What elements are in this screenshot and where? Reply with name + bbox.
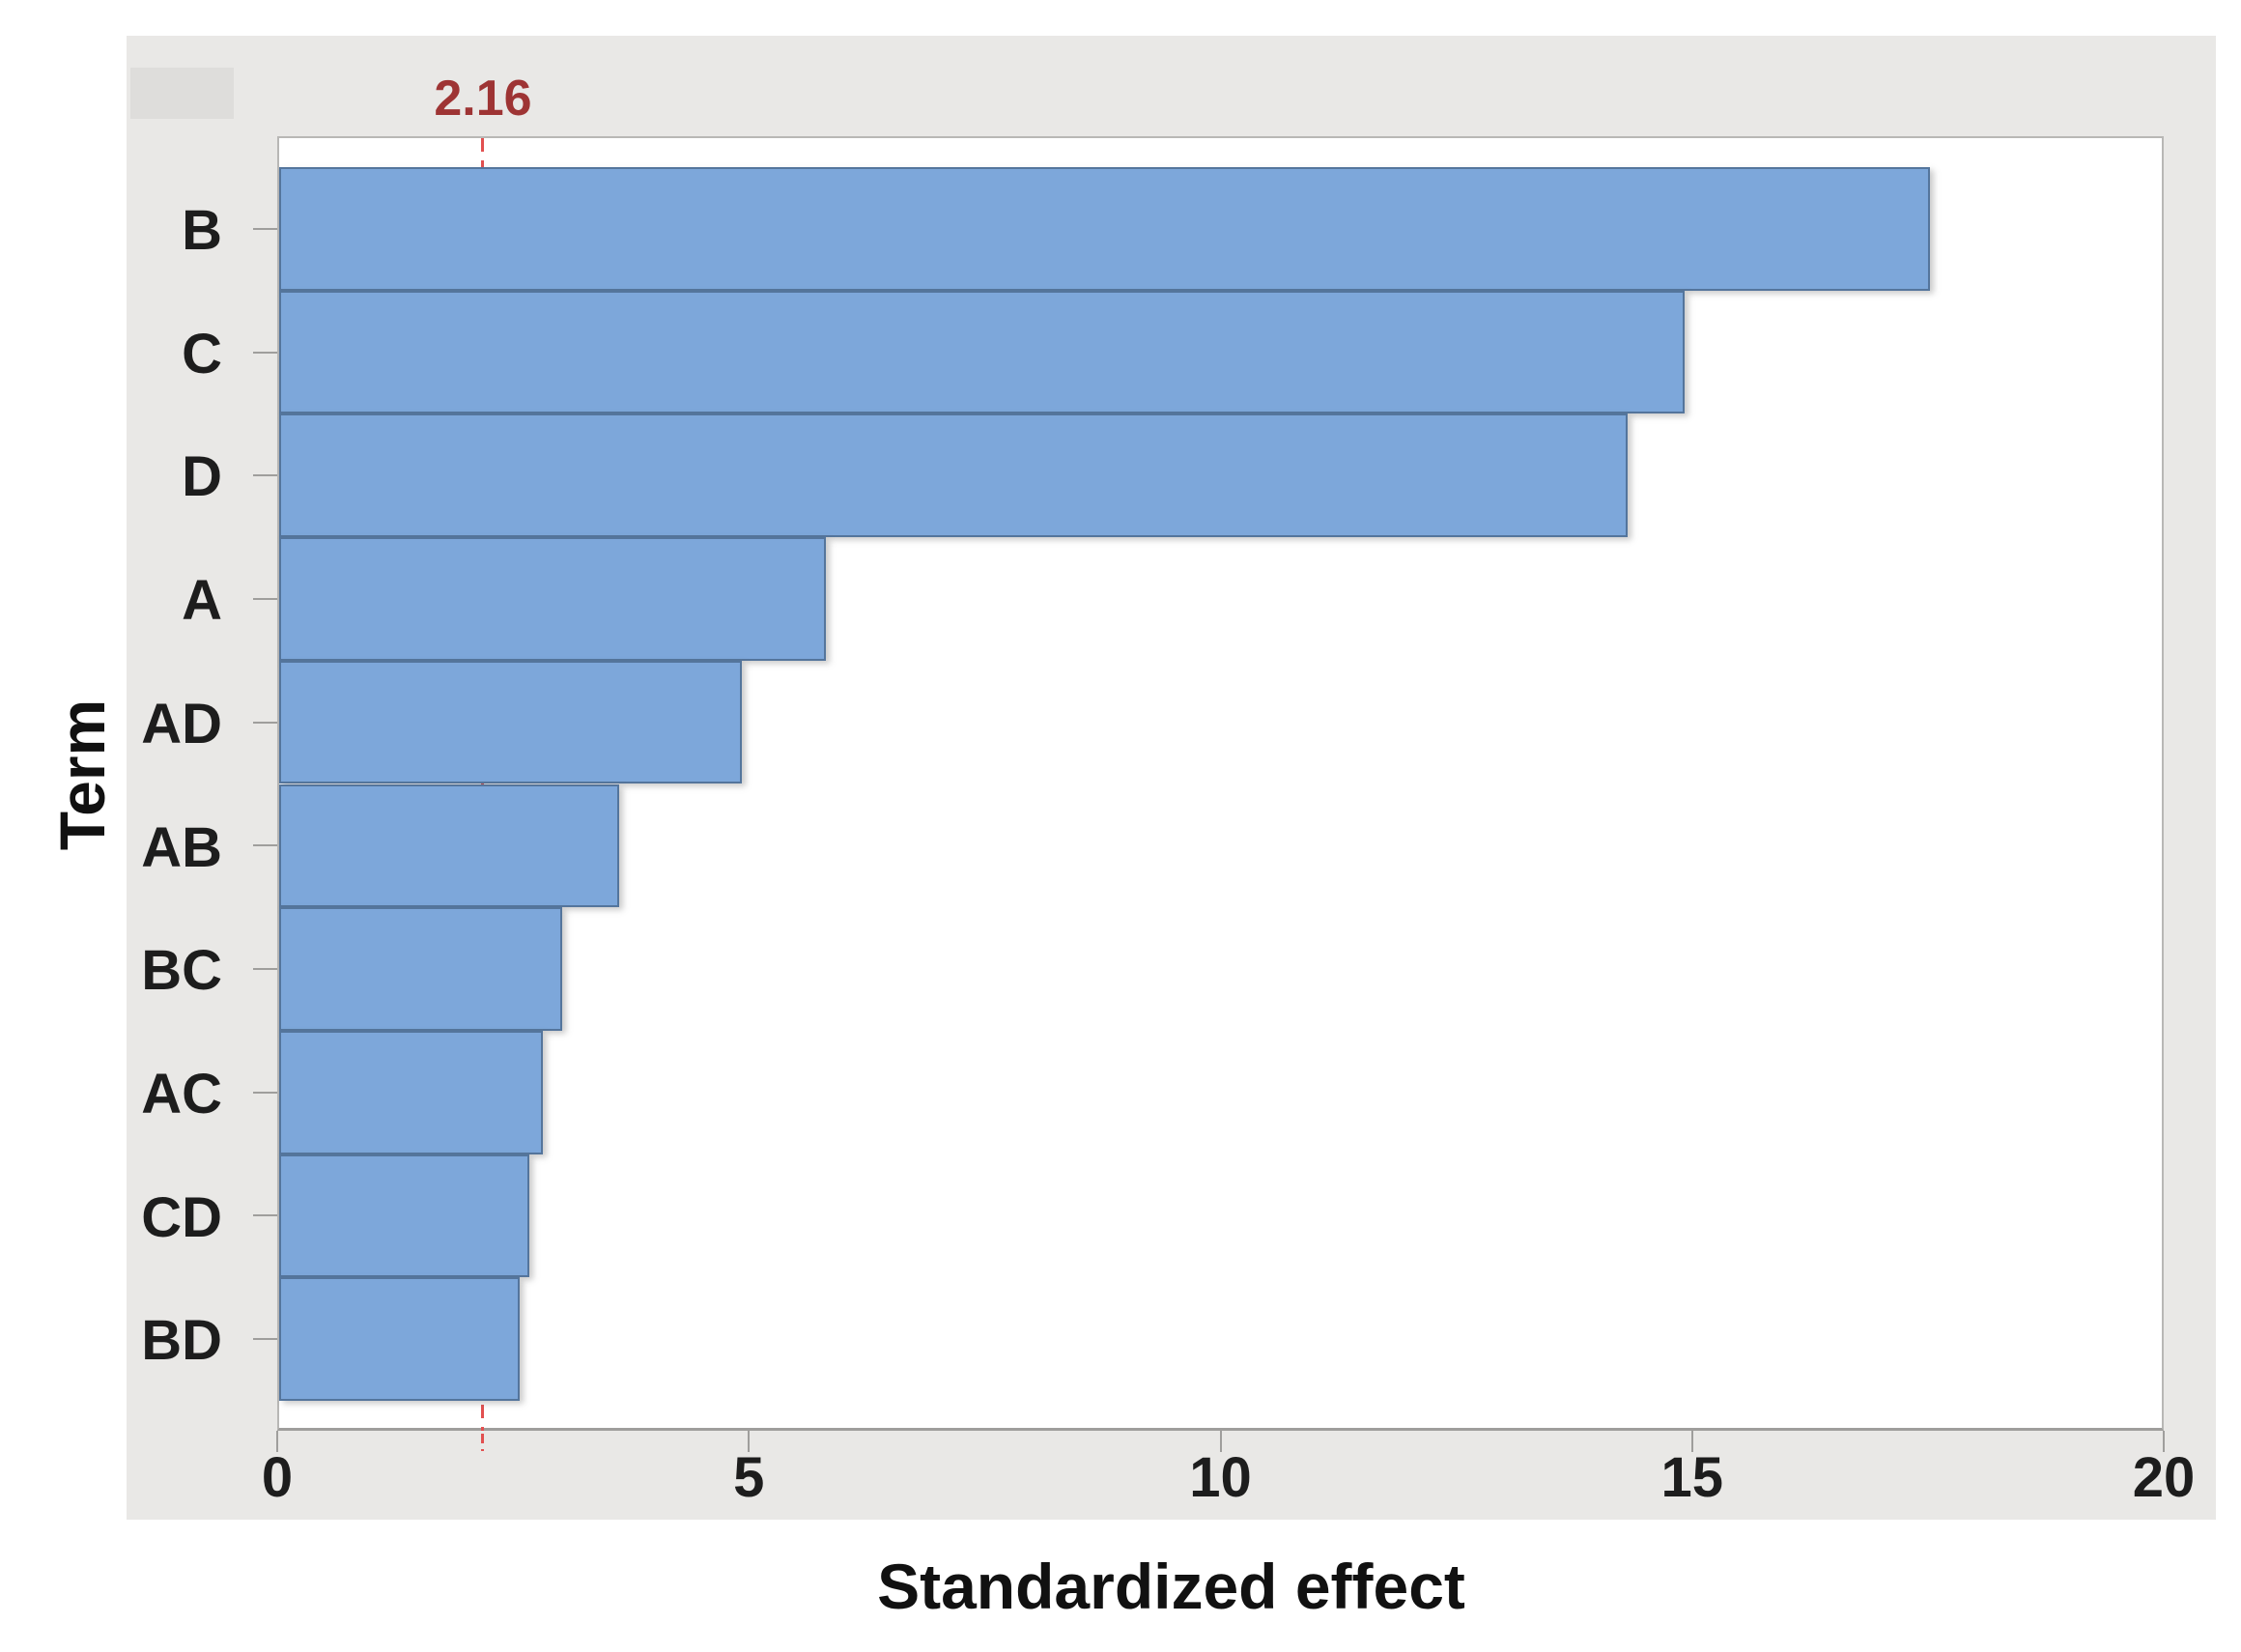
reference-line-tick (481, 1434, 485, 1451)
category-label-AD: AD (141, 692, 222, 755)
x-tick-label-0: 0 (261, 1446, 294, 1509)
category-label-BD: BD (141, 1309, 222, 1373)
bar-BC (279, 907, 562, 1031)
bar-B (279, 167, 1930, 291)
bar-A (279, 537, 827, 661)
reference-line-label: 2.16 (434, 71, 532, 127)
y-tick-D (253, 474, 277, 477)
y-tick-A (253, 598, 277, 600)
y-tick-AC (253, 1091, 277, 1094)
y-tick-B (253, 227, 277, 230)
bar-D (279, 413, 1629, 538)
x-tick-20 (2163, 1431, 2165, 1452)
y-tick-BD (253, 1338, 277, 1341)
category-label-C: C (182, 322, 222, 385)
bar-AC (279, 1030, 544, 1154)
y-tick-AB (253, 844, 277, 847)
x-tick-0 (276, 1431, 278, 1452)
x-tick-label-5: 5 (733, 1446, 765, 1509)
category-label-AB: AB (141, 815, 222, 879)
y-tick-C (253, 351, 277, 354)
x-tick-5 (748, 1431, 751, 1452)
category-label-AC: AC (141, 1062, 222, 1125)
x-tick-label-10: 10 (1189, 1446, 1252, 1509)
y-tick-CD (253, 1214, 277, 1217)
x-tick-label-20: 20 (2132, 1446, 2196, 1509)
category-label-BC: BC (141, 939, 222, 1003)
category-label-CD: CD (141, 1185, 222, 1249)
x-tick-label-15: 15 (1660, 1446, 1724, 1509)
x-axis-title: Standardized effect (877, 1551, 1465, 1622)
y-axis-title: Term (46, 698, 118, 851)
y-tick-AD (253, 721, 277, 724)
bar-BD (279, 1277, 520, 1401)
bar-C (279, 290, 1685, 414)
category-label-A: A (182, 569, 222, 633)
bar-AD (279, 660, 742, 784)
category-label-B: B (182, 199, 222, 262)
cropped-artifact-rect (130, 68, 234, 119)
bar-CD (279, 1154, 529, 1278)
y-tick-BC (253, 968, 277, 971)
bar-AB (279, 783, 619, 908)
x-tick-10 (1219, 1431, 1222, 1452)
x-tick-15 (1690, 1431, 1693, 1452)
category-label-D: D (182, 445, 222, 509)
